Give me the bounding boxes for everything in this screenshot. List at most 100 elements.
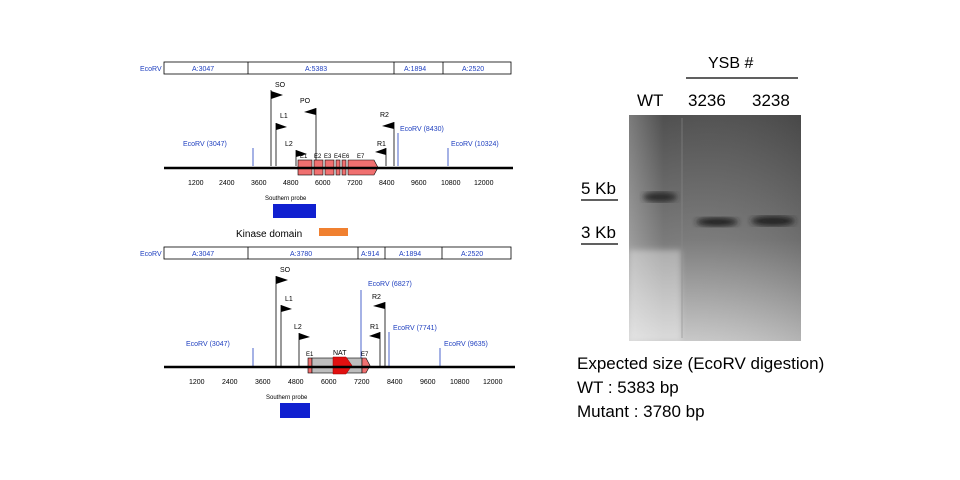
bottom-exon-e7: E7 — [361, 352, 369, 358]
top-tick-1200: 1200 — [188, 180, 204, 187]
bottom-fragment-bar — [163, 246, 512, 260]
expected-title: Expected size (EcoRV digestion) — [577, 354, 824, 373]
primer-l2-flag-icon — [296, 150, 307, 157]
primer-r1-flag-icon — [375, 148, 386, 155]
top-exon-e2: E2 — [314, 154, 322, 160]
top-fragment-3: A:1894 — [404, 66, 426, 73]
top-site-3047: EcoRV (3047) — [183, 141, 227, 148]
mutant-primer-l1-flag-icon — [281, 305, 292, 312]
bottom-probe-label: Southern probe — [266, 395, 308, 401]
mutant-primer-l2-flag-icon — [299, 333, 310, 340]
top-tick-9600: 9600 — [411, 180, 427, 187]
marker-5kb: 5 Kb — [581, 179, 616, 198]
top-tick-2400: 2400 — [219, 180, 235, 187]
top-primer-r1: R1 — [377, 141, 386, 148]
bottom-tick-1200: 1200 — [189, 379, 205, 386]
top-probe-label: Southern probe — [265, 196, 307, 202]
top-tick-6000: 6000 — [315, 180, 331, 187]
top-primer-po: PO — [300, 98, 311, 105]
mutant-primer-r2-flag-icon — [373, 302, 385, 309]
primer-so-flag-icon — [271, 91, 283, 99]
top-fragment-1: A:3047 — [192, 66, 214, 73]
lane-label-3236: 3236 — [688, 91, 726, 110]
bottom-site-7741: EcoRV (7741) — [393, 325, 437, 332]
bottom-tick-2400: 2400 — [222, 379, 238, 386]
marker-3kb: 3 Kb — [581, 223, 616, 242]
bottom-tick-12000: 12000 — [483, 379, 503, 386]
expected-size-notes: Expected size (EcoRV digestion) WT : 538… — [577, 354, 824, 421]
expected-wt: WT : 5383 bp — [577, 378, 679, 397]
bottom-tick-8400: 8400 — [387, 379, 403, 386]
bottom-primer-l1: L1 — [285, 296, 293, 303]
kinase-domain-bar — [319, 228, 348, 236]
top-exon-e6: E6 — [342, 154, 350, 160]
bottom-tick-7200: 7200 — [354, 379, 370, 386]
bottom-tick-6000: 6000 — [321, 379, 337, 386]
bottom-site-6827: EcoRV (6827) — [368, 281, 412, 288]
top-tick-7200: 7200 — [347, 180, 363, 187]
band-3238-3kb — [751, 216, 795, 226]
top-tick-10800: 10800 — [441, 180, 461, 187]
top-primer-l2: L2 — [285, 141, 293, 148]
bottom-site-9635: EcoRV (9635) — [444, 341, 488, 348]
mutant-primer-r1-flag-icon — [369, 332, 380, 339]
top-fragment-2: A:5383 — [305, 66, 327, 73]
top-site-8430: EcoRV (8430) — [400, 126, 444, 133]
mutant-cassette: E1 E7 NAT — [306, 350, 371, 375]
top-primer-r2: R2 — [380, 112, 389, 119]
bottom-southern-probe — [280, 403, 310, 418]
primer-l1-flag-icon — [276, 123, 287, 130]
nat-label: NAT — [333, 350, 347, 357]
nat-marker-arrow — [332, 356, 353, 375]
top-exon-e1: E1 — [300, 154, 308, 160]
top-axis-ticks: 1200 2400 3600 4800 6000 7200 8400 9600 … — [188, 180, 494, 187]
band-wt-5kb — [643, 192, 677, 202]
top-exon-e3: E3 — [324, 154, 332, 160]
top-primer-l1: L1 — [280, 113, 288, 120]
bottom-primer-r2: R2 — [372, 294, 381, 301]
kinase-domain-label: Kinase domain — [236, 229, 302, 240]
band-3236-3kb — [696, 217, 738, 227]
bottom-tick-3600: 3600 — [255, 379, 271, 386]
top-site-10324: EcoRV (10324) — [451, 141, 499, 148]
southern-blot-gel: YSB # WT 3236 3238 5 Kb 3 Kb — [581, 55, 801, 341]
bottom-fragment-4: A:1894 — [399, 251, 421, 258]
mutant-exon-e1 — [307, 357, 313, 374]
primer-po-flag-icon — [304, 108, 316, 115]
bottom-exon-e1: E1 — [306, 352, 314, 358]
top-enzyme-label: EcoRV — [140, 66, 162, 73]
top-southern-probe — [273, 204, 316, 218]
bottom-enzyme-label: EcoRV — [140, 251, 162, 258]
bottom-tick-10800: 10800 — [450, 379, 470, 386]
bottom-primer-l2: L2 — [294, 324, 302, 331]
lane-label-3238: 3238 — [752, 91, 790, 110]
top-primer-so: SO — [275, 82, 286, 89]
bottom-fragment-3: A:914 — [361, 251, 379, 258]
top-tick-12000: 12000 — [474, 180, 494, 187]
expected-mutant: Mutant : 3780 bp — [577, 402, 705, 421]
top-fragment-4: A:2520 — [462, 66, 484, 73]
bottom-axis-ticks: 1200 2400 3600 4800 6000 7200 8400 9600 … — [189, 379, 503, 386]
top-tick-4800: 4800 — [283, 180, 299, 187]
top-exon-e7: E7 — [357, 154, 365, 160]
mutant-exon-e7 — [361, 357, 371, 374]
bottom-site-3047: EcoRV (3047) — [186, 341, 230, 348]
bottom-fragment-5: A:2520 — [461, 251, 483, 258]
primer-r2-flag-icon — [382, 122, 394, 129]
top-tick-3600: 3600 — [251, 180, 267, 187]
top-exons: E1 E2 E3 E4 E6 E7 — [297, 154, 379, 176]
gel-header: YSB # — [708, 55, 753, 72]
top-fragment-bar — [163, 61, 512, 75]
mutant-primer-so-flag-icon — [276, 276, 288, 284]
top-exon-e4: E4 — [334, 154, 342, 160]
lane-label-wt: WT — [637, 91, 663, 110]
mutant-map: EcoRV A:3047 A:3780 A:914 A:1894 A:2520 … — [140, 246, 515, 418]
bottom-fragment-2: A:3780 — [290, 251, 312, 258]
bottom-tick-4800: 4800 — [288, 379, 304, 386]
bottom-fragment-1: A:3047 — [192, 251, 214, 258]
bottom-primer-so: SO — [280, 267, 291, 274]
top-tick-8400: 8400 — [379, 180, 395, 187]
wildtype-map: EcoRV A:3047 A:5383 A:1894 A:2520 SO L1 … — [140, 61, 513, 240]
bottom-primer-r1: R1 — [370, 324, 379, 331]
